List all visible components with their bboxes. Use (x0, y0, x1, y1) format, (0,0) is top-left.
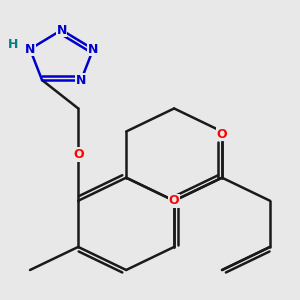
Text: N: N (76, 74, 86, 87)
Text: N: N (88, 43, 98, 56)
Text: N: N (25, 43, 35, 56)
Text: O: O (73, 148, 83, 161)
Text: O: O (169, 194, 179, 207)
Text: H: H (8, 38, 18, 51)
Text: N: N (56, 23, 67, 37)
Text: O: O (217, 128, 227, 141)
